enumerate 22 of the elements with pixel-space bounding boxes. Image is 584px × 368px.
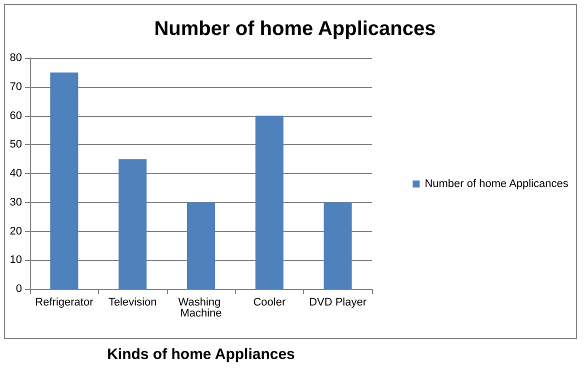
x-tick-label: Washing Machine	[178, 296, 224, 320]
bar	[50, 72, 78, 289]
y-tick-label: 30	[10, 196, 22, 208]
x-axis-title: Kinds of home Appliances	[107, 346, 295, 363]
bar	[255, 116, 284, 289]
y-tick-label: 70	[10, 80, 22, 93]
y-tick-label: 0	[16, 283, 22, 295]
x-tick-label: Cooler	[253, 296, 286, 308]
y-tick-label: 60	[10, 110, 22, 122]
legend-label: Number of home Applicances	[424, 178, 569, 190]
x-tick-label: Refrigerator	[35, 296, 94, 308]
y-tick-label: 50	[10, 138, 22, 151]
y-tick-label: 80	[10, 52, 22, 64]
bar	[324, 202, 352, 289]
bar	[118, 159, 147, 289]
y-tick-label: 10	[10, 254, 22, 266]
y-tick-label: 20	[10, 225, 22, 238]
bar	[187, 202, 215, 289]
y-tick-label: 40	[10, 168, 22, 180]
chart-title: Number of home Applicances	[154, 18, 436, 40]
x-tick-label: Television	[108, 296, 157, 308]
x-tick-label: DVD Player	[309, 296, 367, 308]
